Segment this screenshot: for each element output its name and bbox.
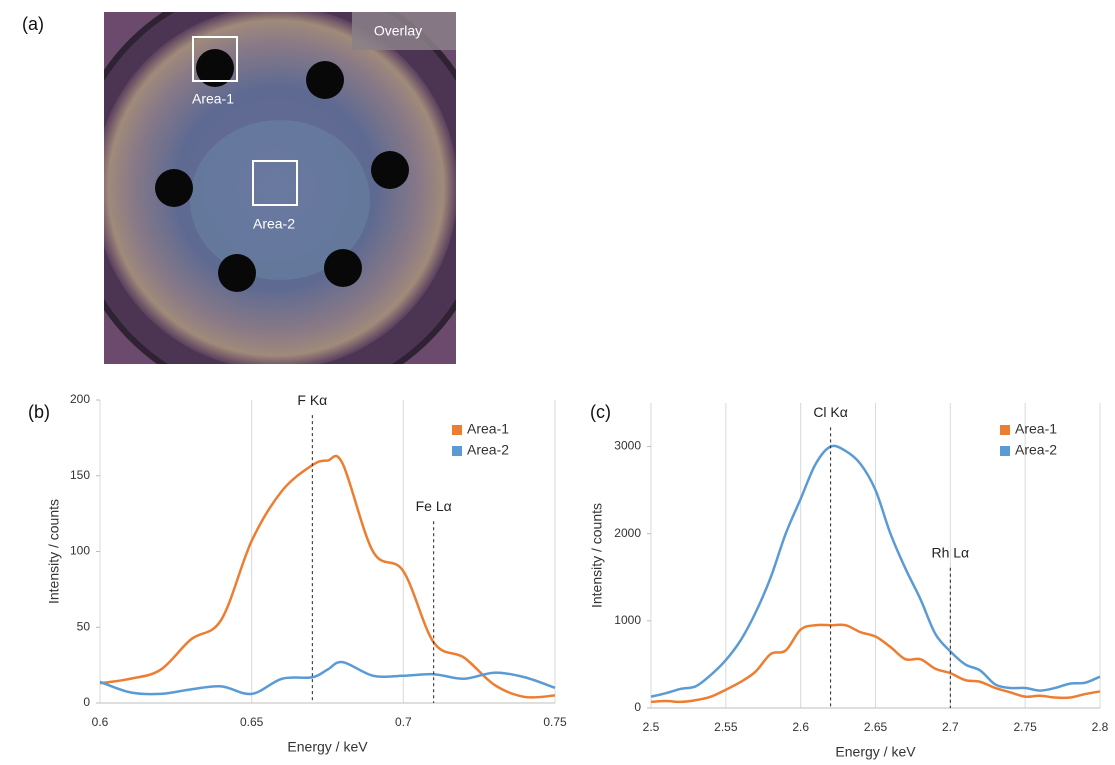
area-label: Area-2 [253, 216, 295, 232]
y-tick-label: 3000 [614, 439, 641, 453]
y-tick-label: 0 [634, 700, 641, 714]
x-tick-label: 2.6 [792, 720, 809, 734]
x-axis-label: Energy / keV [835, 744, 916, 760]
y-axis-label: Intensity / counts [589, 503, 605, 608]
series-line [650, 444, 1101, 698]
annotation-label: Cl Kα [813, 404, 848, 420]
annotation-label: F Kα [297, 392, 327, 408]
legend-swatch [1000, 446, 1010, 456]
annotation-label: Rh Lα [931, 544, 969, 560]
legend-label: Area-2 [1015, 442, 1057, 458]
legend-swatch [1000, 425, 1010, 435]
y-tick-label: 2000 [614, 526, 641, 540]
x-tick-label: 2.8 [1092, 720, 1109, 734]
x-tick-label: 0.6 [92, 715, 109, 729]
x-tick-label: 2.5 [643, 720, 660, 734]
area-box [192, 36, 238, 82]
annotation-label: Fe Lα [416, 498, 452, 514]
legend-label: Area-1 [467, 421, 509, 437]
x-tick-label: 0.75 [543, 715, 567, 729]
y-tick-label: 150 [70, 468, 90, 482]
series-line [99, 454, 556, 699]
y-axis-label: Intensity / counts [46, 499, 62, 604]
x-tick-label: 2.55 [714, 720, 738, 734]
x-tick-label: 2.7 [942, 720, 959, 734]
y-tick-label: 1000 [614, 613, 641, 627]
series-line [99, 660, 556, 696]
y-tick-label: 200 [70, 392, 90, 406]
legend-label: Area-2 [467, 442, 509, 458]
panel-label: (a) [22, 14, 44, 34]
image-badge: Overlay [374, 23, 422, 39]
micrograph [104, 12, 456, 364]
x-tick-label: 0.65 [240, 715, 264, 729]
area-box [252, 160, 298, 206]
x-axis-label: Energy / keV [287, 739, 368, 755]
y-tick-label: 100 [70, 544, 90, 558]
series-line [650, 623, 1101, 704]
panel-label: (c) [590, 402, 611, 422]
area-label: Area-1 [192, 91, 234, 107]
legend-swatch [452, 425, 462, 435]
legend-label: Area-1 [1015, 421, 1057, 437]
legend-swatch [452, 446, 462, 456]
x-tick-label: 0.7 [395, 715, 412, 729]
y-tick-label: 50 [77, 619, 91, 633]
panel-label: (b) [28, 402, 50, 422]
x-tick-label: 2.65 [864, 720, 888, 734]
x-tick-label: 2.75 [1013, 720, 1037, 734]
y-tick-label: 0 [83, 695, 90, 709]
